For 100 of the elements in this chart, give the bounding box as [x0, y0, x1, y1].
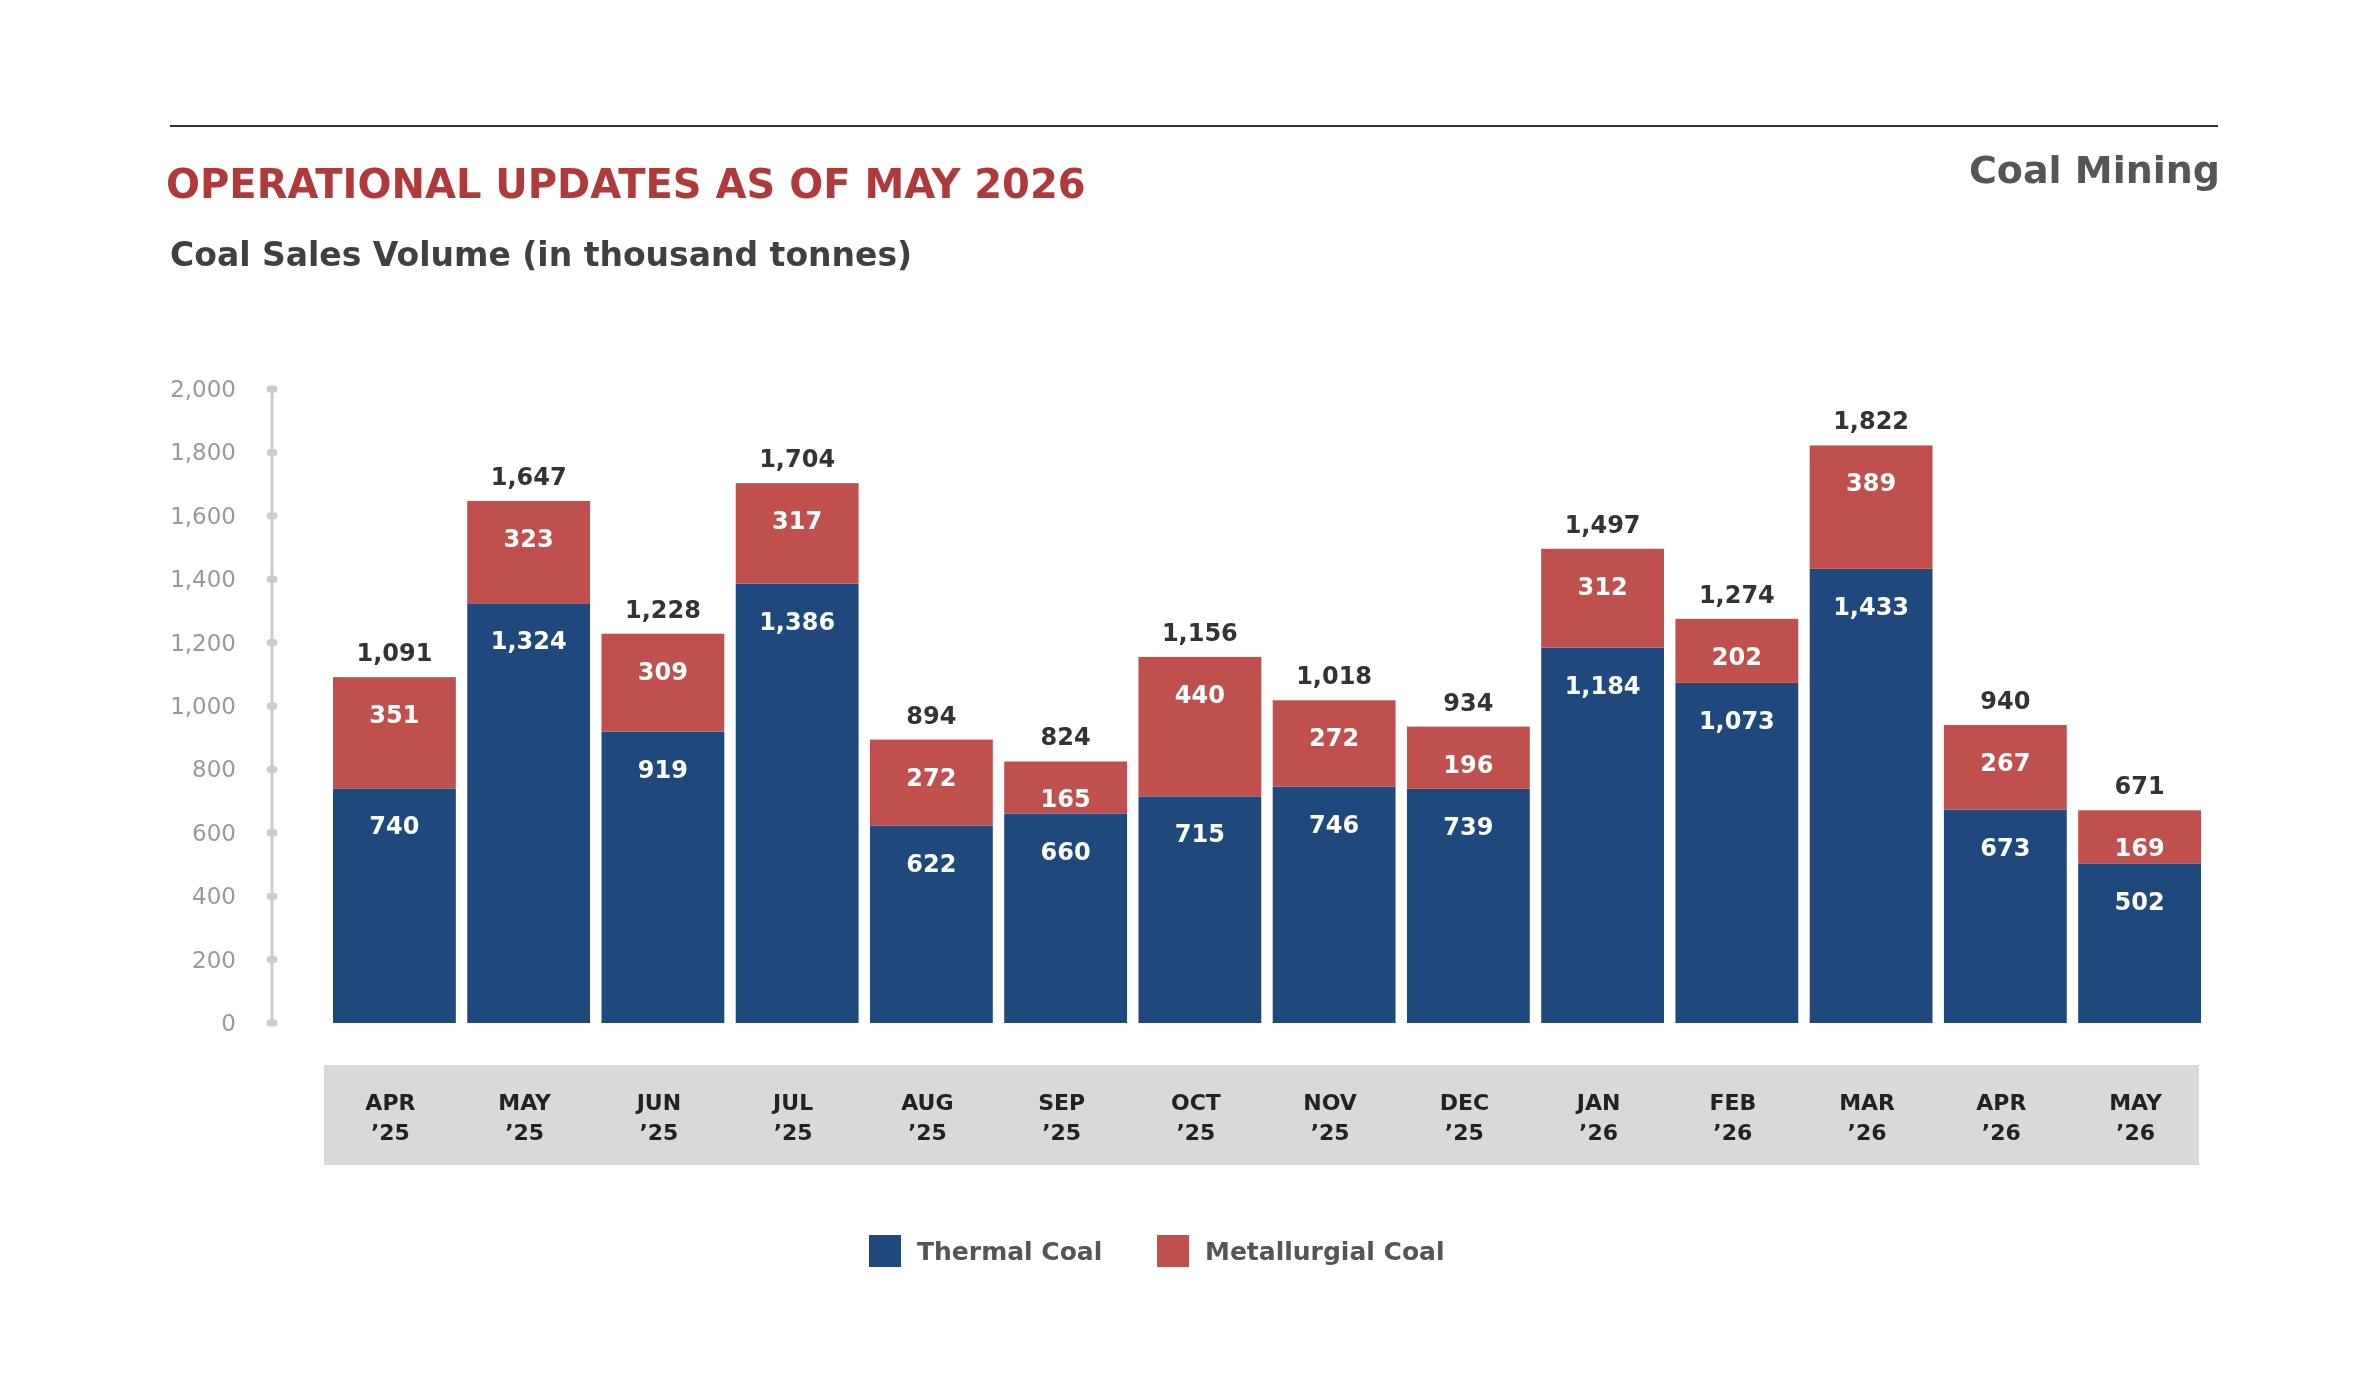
data-label: 165	[1040, 785, 1091, 814]
data-label: 740	[369, 812, 420, 841]
bar	[601, 633, 725, 732]
total-label: 1,704	[759, 445, 836, 474]
data-label: 196	[1443, 750, 1494, 779]
bar	[1406, 726, 1530, 789]
bar	[1541, 548, 1665, 648]
total-label: 1,497	[1564, 510, 1641, 539]
x-tick-label: MAY ’26	[2109, 1090, 2164, 1145]
bar	[1406, 788, 1530, 1023]
x-tick-label: JUN ’25	[634, 1090, 682, 1145]
bar	[2078, 810, 2201, 864]
data-label: 919	[637, 755, 688, 784]
total-label: 894	[906, 701, 957, 730]
data-label: 660	[1040, 837, 1091, 866]
bar	[1675, 618, 1799, 683]
total-label: 940	[1980, 687, 2031, 716]
total-label: 1,156	[1161, 618, 1238, 647]
bar	[1004, 813, 1128, 1023]
bar	[333, 788, 456, 1023]
data-label: 272	[906, 763, 957, 792]
data-label: 746	[1309, 810, 1360, 839]
y-tick-label: 0	[221, 1010, 236, 1036]
bar	[869, 825, 993, 1023]
data-label: 1,184	[1564, 671, 1641, 700]
data-label: 1,073	[1698, 706, 1775, 735]
data-label: 440	[1174, 680, 1225, 709]
bar	[1272, 700, 1396, 787]
chart-subtitle: Coal Sales Volume (in thousand tonnes)	[170, 235, 913, 274]
bar	[1138, 656, 1262, 797]
data-label: 1,324	[490, 627, 567, 656]
x-tick-label: FEB ’26	[1709, 1090, 1757, 1145]
x-tick-label: APR ’25	[365, 1090, 416, 1145]
data-label: 267	[1980, 749, 2031, 778]
data-label: 502	[2114, 887, 2165, 916]
data-label: 673	[1980, 833, 2031, 862]
data-label: 312	[1577, 572, 1628, 601]
y-tick-label: 800	[192, 756, 236, 783]
x-tick-label: DEC ’25	[1439, 1090, 1490, 1145]
x-tick-label: MAY ’25	[498, 1090, 553, 1145]
bar	[333, 677, 456, 789]
data-label: 351	[369, 701, 420, 730]
bar	[1541, 647, 1665, 1023]
x-tick-label: MAR ’26	[1839, 1090, 1896, 1145]
total-label: 1,018	[1296, 662, 1373, 691]
chart-title: OPERATIONAL UPDATES AS OF MAY 2026	[166, 161, 1086, 207]
bar	[735, 483, 859, 584]
y-tick-label: 400	[192, 883, 236, 910]
data-label: 309	[637, 657, 688, 686]
y-tick-label: 600	[192, 819, 236, 846]
bar	[1809, 568, 1933, 1023]
bar	[869, 739, 993, 826]
legend-label: Thermal Coal	[917, 1237, 1103, 1266]
data-label: 202	[1711, 642, 1762, 671]
data-label: 169	[2114, 834, 2165, 863]
y-tick-label: 1,800	[170, 439, 236, 466]
total-label: 1,091	[356, 639, 433, 668]
data-label: 323	[503, 524, 554, 553]
bar	[735, 583, 859, 1023]
x-tick-label: JUL ’25	[771, 1090, 814, 1145]
data-label: 1,386	[759, 607, 836, 636]
data-label: 715	[1174, 820, 1225, 849]
data-label: 272	[1309, 724, 1360, 753]
y-tick-label: 200	[192, 946, 236, 973]
bar	[1138, 796, 1262, 1023]
x-tick-label: NOV ’25	[1303, 1090, 1357, 1145]
data-label: 1,433	[1833, 592, 1910, 621]
total-label: 671	[2114, 772, 2165, 801]
total-label: 1,822	[1833, 407, 1910, 436]
bar	[467, 603, 591, 1023]
bar	[1272, 786, 1396, 1023]
total-label: 1,647	[490, 462, 567, 491]
x-tick-label: APR ’26	[1976, 1090, 2027, 1145]
bar	[467, 500, 591, 604]
y-tick-label: 1,400	[170, 566, 236, 593]
bar	[1943, 809, 2067, 1023]
x-tick-label: OCT ’25	[1170, 1090, 1221, 1145]
bar	[601, 731, 725, 1023]
legend-label: Metallurgial Coal	[1205, 1237, 1445, 1266]
y-tick-label: 1,000	[170, 693, 236, 719]
total-label: 934	[1443, 688, 1494, 717]
text: Coal Mining	[1968, 148, 2220, 192]
total-label: 1,274	[1698, 580, 1775, 609]
y-tick-label: 1,200	[170, 629, 236, 656]
bar	[2078, 863, 2201, 1023]
bar	[1809, 445, 1933, 569]
x-tick-label: JAN ’26	[1574, 1090, 1621, 1145]
data-label: 622	[906, 849, 957, 878]
total-label: 1,228	[624, 595, 701, 624]
bar	[1004, 761, 1128, 814]
data-label: 739	[1443, 812, 1494, 841]
bar	[1675, 682, 1799, 1023]
data-label: 317	[772, 507, 823, 536]
y-tick-label: 1,600	[170, 502, 236, 529]
x-tick-label: AUG ’25	[901, 1090, 954, 1145]
x-tick-label: SEP ’25	[1038, 1090, 1086, 1145]
total-label: 824	[1040, 723, 1091, 752]
bar	[1943, 725, 2067, 810]
y-tick-label: 2,000	[170, 376, 236, 402]
data-label: 389	[1846, 469, 1897, 498]
